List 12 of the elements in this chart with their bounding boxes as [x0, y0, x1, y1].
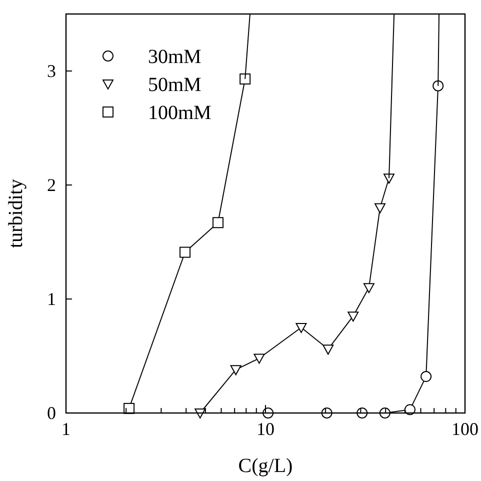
legend-label: 50mM	[148, 74, 202, 96]
y-tick-label: 1	[47, 289, 56, 309]
legend-label: 30mM	[148, 46, 202, 68]
x-axis-title: C(g/L)	[238, 455, 293, 477]
legend-label: 100mM	[148, 102, 212, 124]
y-tick-label: 2	[47, 175, 56, 195]
x-tick-label: 100	[452, 419, 478, 439]
x-tick-label: 1	[62, 419, 70, 439]
y-axis-title: turbidity	[5, 179, 27, 248]
y-tick-label: 0	[47, 403, 56, 423]
x-tick-label: 10	[256, 419, 274, 439]
y-tick-label: 3	[47, 61, 56, 81]
